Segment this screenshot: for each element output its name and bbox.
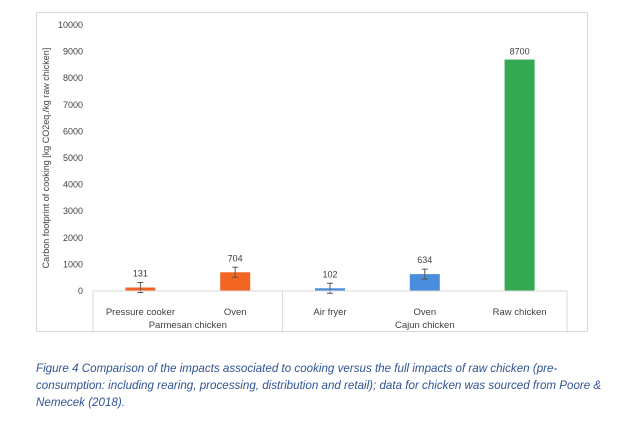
y-tick-label: 8000	[63, 73, 83, 83]
y-tick-label: 9000	[63, 47, 83, 57]
y-tick-label: 3000	[63, 206, 83, 216]
category-label: Raw chicken	[493, 307, 547, 318]
bar	[220, 272, 251, 291]
y-tick-label: 4000	[63, 180, 83, 190]
group-label: Cajun chicken	[395, 320, 455, 331]
figure-caption: Figure 4 Comparison of the impacts assoc…	[36, 362, 602, 409]
y-tick-label: 6000	[63, 126, 83, 136]
data-label: 131	[133, 269, 148, 279]
data-label: 8700	[510, 47, 530, 57]
y-tick-label: 7000	[63, 100, 83, 110]
data-label: 102	[322, 269, 337, 279]
category-label: Air fryer	[313, 307, 346, 318]
data-label: 634	[417, 255, 432, 265]
data-label: 704	[228, 253, 243, 263]
bar	[409, 274, 440, 291]
category-label: Oven	[413, 307, 436, 318]
bars: 131 704 102 634 8700	[125, 47, 535, 294]
y-tick-label: 5000	[63, 153, 83, 163]
x-axis: Pressure cooker Oven Air fryer Oven Raw chic…	[92, 290, 568, 333]
bar	[504, 59, 535, 291]
y-tick-label: 0	[78, 286, 83, 296]
category-label: Pressure cooker	[106, 307, 175, 318]
y-tick-label: 2000	[63, 233, 83, 243]
bar-chart: 0 1000 2000 3000 4000 5000 6000 7000 8000 9000 100…	[41, 20, 568, 333]
category-label: Oven	[224, 307, 247, 318]
y-axis-ticks: 0 1000 2000 3000 4000 5000 6000 7000 8000 9000 100…	[58, 20, 83, 296]
y-tick-label: 1000	[63, 259, 83, 269]
chart-frame: 0 1000 2000 3000 4000 5000 6000 7000 8000 9000 100…	[36, 12, 588, 333]
y-tick-label: 10000	[58, 20, 83, 30]
y-axis-title: Carbon footprint of cooking [kg CO2eq./k…	[41, 48, 51, 269]
group-label: Parmesan chicken	[149, 320, 227, 331]
